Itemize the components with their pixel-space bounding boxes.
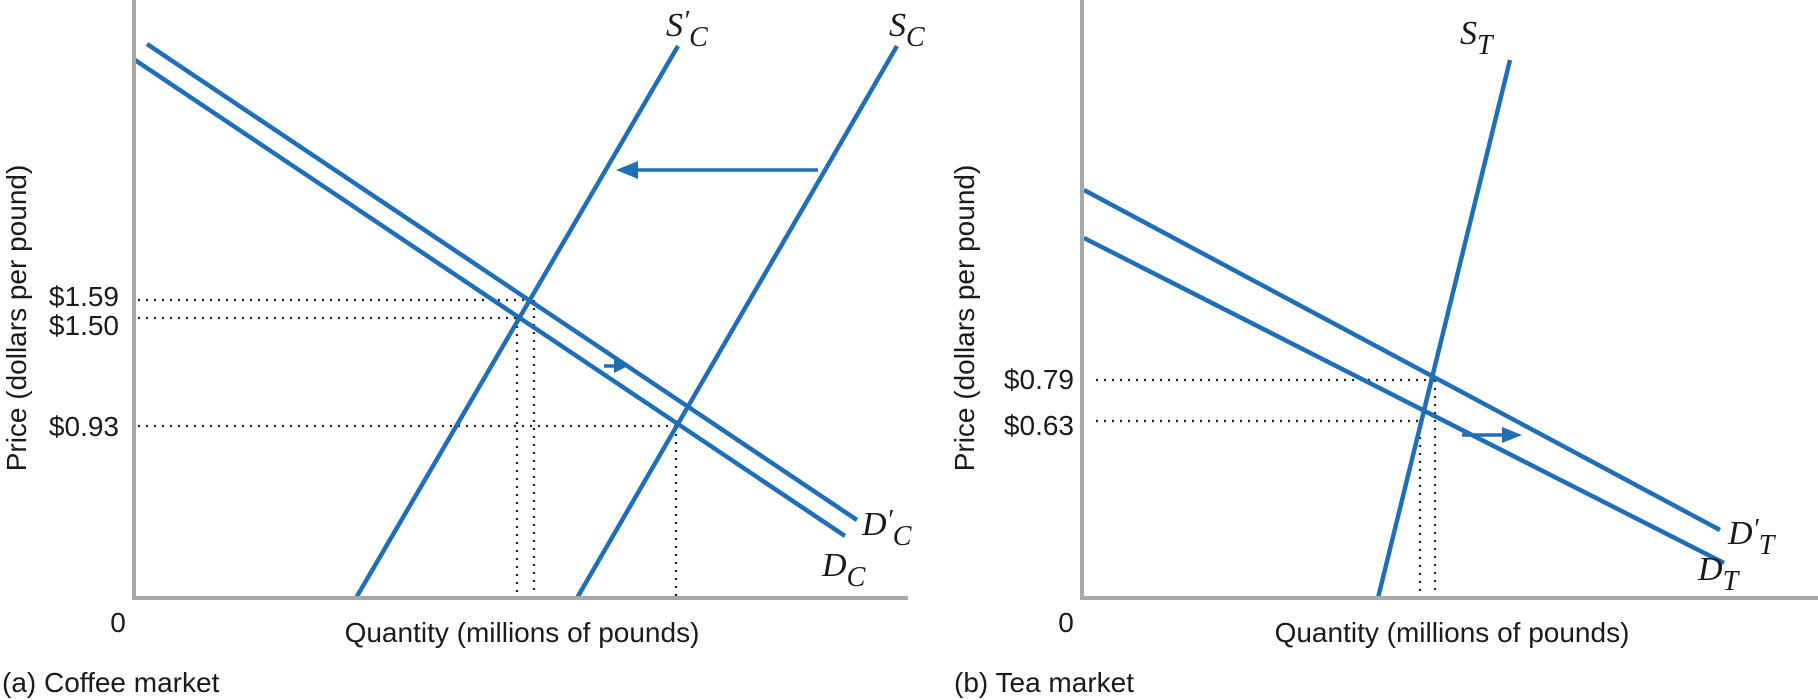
curve-label-sub: T [1759,530,1777,561]
y-tick-label: $0.63 [1004,410,1074,441]
demand-shift-arrow-head-a [614,359,628,373]
y-tick-label: $0.93 [49,411,119,442]
origin-label: 0 [110,607,126,638]
curve-label-sub: T [1477,30,1495,61]
curve-label-dt-prime: D′T [1727,514,1777,561]
axes-tea [1080,0,1818,600]
y-axis-label: Price (dollars per pound) [949,165,980,472]
panel-caption: (a) Coffee market [2,667,220,698]
y-tick-label: $0.79 [1004,364,1074,395]
curve-label-main: D [1697,551,1723,588]
curve-label-prime: ′ [887,505,894,536]
demand-curve-dt-prime [1082,188,1722,532]
panel-coffee: $1.59 $1.50 $0.93 0 Quantity (millions o… [1,0,925,698]
curve-label-st: ST [1460,15,1495,61]
panel-tea: $0.79 $0.63 0 Quantity (millions of poun… [949,0,1818,698]
curve-label-sub: C [906,22,925,53]
curve-label-main: S [1460,15,1477,52]
demand-shift-arrow-head-b [1502,427,1522,443]
axes-coffee [132,0,908,600]
demand-curve-dc-prime [145,42,859,522]
origin-label: 0 [1058,607,1074,638]
curve-label-main: S [889,7,906,44]
y-axis-label: Price (dollars per pound) [1,165,32,472]
x-axis-label: Quantity (millions of pounds) [345,617,700,648]
supply-curve-st [1375,59,1513,599]
demand-curve-dt [1082,235,1726,566]
curve-label-sc: SC [889,7,925,53]
supply-curve-sc-prime [354,44,680,600]
supply-curve-sc [575,44,899,600]
curve-label-main: D [861,506,887,543]
y-tick-label: $1.59 [49,281,119,312]
curve-label-dc-prime: D′C [861,505,912,552]
x-axis-label: Quantity (millions of pounds) [1275,617,1630,648]
curve-label-prime: ′ [683,6,690,37]
curve-label-dc: DC [821,547,866,593]
curve-label-main: D [821,547,847,584]
demand-curve-dc [133,58,847,538]
curve-label-sub: C [689,22,708,53]
supply-shift-arrow-head [616,161,638,179]
curve-label-sc-prime: S′C [666,6,708,53]
y-tick-label: $1.50 [49,310,119,341]
panel-caption: (b) Tea market [954,667,1134,698]
curve-label-sub: C [893,521,912,552]
curve-label-dt: DT [1697,551,1741,597]
curve-label-main: S [666,7,683,44]
curve-label-sub: C [847,562,866,593]
curve-label-prime: ′ [1753,514,1760,545]
curve-label-sub: T [1723,566,1741,597]
curve-label-main: D [1727,515,1753,552]
